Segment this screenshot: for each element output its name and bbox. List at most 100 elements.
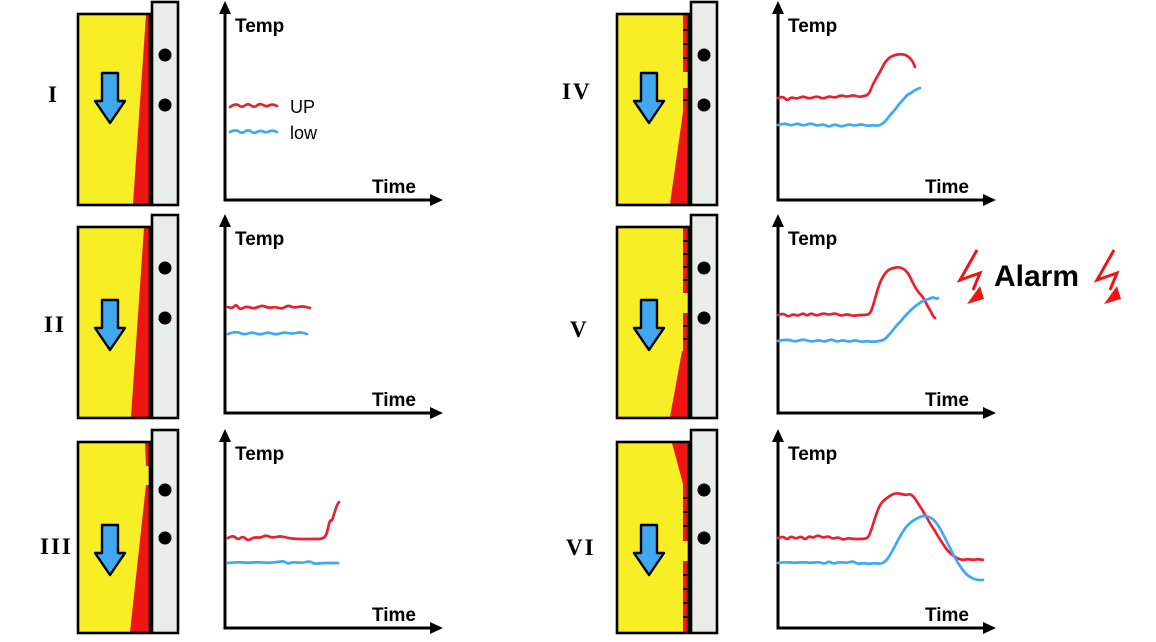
wear-layer-joints (683, 29, 689, 101)
stage-numeral-II: II (44, 312, 66, 337)
lining-outline (76, 225, 152, 420)
alarm-label: Alarm (994, 260, 1080, 293)
temp-time-graph-IV: Temp Time (772, 1, 996, 206)
x-axis-label: Time (925, 605, 969, 626)
lightning-bolt-icon (956, 249, 984, 304)
temp-time-graph-VI: Temp Time (772, 429, 996, 634)
stage-numeral-I: I (48, 82, 59, 107)
x-axis-arrowhead (983, 194, 996, 206)
y-axis-label: Temp (788, 444, 837, 465)
x-axis-arrowhead (983, 622, 996, 634)
upper-temp-curve (776, 491, 985, 562)
legend-low-label: low (290, 123, 318, 143)
lightning-bolt-icon (1093, 249, 1122, 304)
bolt-arrowhead (967, 286, 984, 304)
axes (776, 436, 989, 630)
wear-layer (133, 15, 150, 204)
wear-layer (131, 228, 150, 417)
wear-layer (130, 485, 150, 632)
sensor-dot-lower (697, 311, 711, 325)
sensor-dot-lower (697, 531, 711, 545)
sensor-dot-upper (158, 48, 172, 62)
sensor-dot-upper (697, 48, 711, 62)
sensor-dot-upper (697, 483, 711, 497)
downward-flow-arrow-icon (93, 298, 127, 352)
sensor-dot-upper (158, 261, 172, 275)
stage-numeral-V: V (570, 317, 589, 342)
wear-layer (670, 351, 689, 417)
wear-layer-bricks-upper (683, 228, 689, 293)
sensor-dot-lower (697, 98, 711, 112)
temp-time-graph-III: Temp Time (219, 429, 443, 634)
upper-temp-curve (776, 52, 917, 102)
y-axis-arrowhead (772, 429, 784, 442)
x-axis-label: Time (372, 605, 416, 626)
lining-outline (615, 12, 691, 207)
downward-flow-arrow-icon (632, 298, 666, 352)
wear-layer-top (672, 443, 689, 484)
sensor-dot-upper (697, 261, 711, 275)
wall-schematic-I (76, 0, 180, 207)
wear-layer-joints (683, 240, 689, 340)
wall-schematic-III (76, 428, 180, 635)
wear-layer-joints (683, 497, 689, 618)
sensor-dot-lower (158, 98, 172, 112)
y-axis-arrowhead (219, 429, 231, 442)
wall-schematic-VI (615, 428, 719, 635)
sensor-dot-upper (158, 483, 172, 497)
downward-flow-arrow-icon (93, 523, 127, 577)
stage-numeral-III: III (40, 534, 73, 559)
lining-outline (615, 440, 691, 635)
y-axis-label: Temp (788, 16, 837, 37)
axes (223, 221, 436, 415)
axes (223, 8, 436, 202)
legend-low-sample (228, 128, 279, 135)
x-axis-arrowhead (430, 622, 443, 634)
x-axis-arrowhead (430, 407, 443, 419)
y-axis-label: Temp (235, 16, 284, 37)
y-axis-label: Temp (235, 229, 284, 250)
y-axis-arrowhead (772, 214, 784, 227)
stage-numeral-IV: IV (562, 79, 592, 104)
wear-layer (670, 112, 689, 204)
outer-wall (150, 213, 180, 420)
lower-temp-curve (776, 86, 922, 128)
bolt-zigzag (956, 249, 983, 291)
x-axis-label: Time (372, 390, 416, 411)
x-axis-arrowhead (430, 194, 443, 206)
y-axis-label: Temp (788, 229, 837, 250)
lower-temp-curve (776, 514, 985, 582)
wall-schematic-II (76, 213, 180, 420)
lower-temp-curve (226, 330, 309, 336)
lower-temp-curve (226, 560, 340, 565)
x-axis-label: Time (372, 177, 416, 198)
temp-time-graph-II: Temp Time (219, 214, 443, 419)
upper-temp-curve (226, 500, 341, 542)
wear-layer-bricks-lower (683, 561, 689, 632)
y-axis-arrowhead (219, 214, 231, 227)
downward-flow-arrow-icon (632, 71, 666, 125)
axes (776, 8, 989, 202)
upper-temp-curve (776, 265, 937, 320)
wear-layer-bricks-mid (683, 313, 689, 351)
x-axis-label: Time (925, 177, 969, 198)
axes (223, 436, 436, 630)
lining-outline (615, 225, 691, 420)
wall-schematic-IV (615, 0, 719, 207)
x-axis-arrowhead (983, 407, 996, 419)
y-axis-label: Temp (235, 444, 284, 465)
downward-flow-arrow-icon (93, 71, 127, 125)
alarm-annotation: Alarm (951, 245, 1122, 309)
axes (776, 221, 989, 415)
upper-temp-curve (226, 304, 312, 311)
bolt-zigzag (1093, 249, 1120, 291)
wall-schematic-V (615, 213, 719, 420)
sensor-dot-lower (158, 311, 172, 325)
downward-flow-arrow-icon (632, 523, 666, 577)
temp-time-graph-I: Temp Time UP low (219, 1, 443, 206)
y-axis-arrowhead (772, 1, 784, 14)
y-axis-arrowhead (219, 1, 231, 14)
x-axis-label: Time (925, 390, 969, 411)
bolt-arrowhead (1104, 286, 1122, 304)
